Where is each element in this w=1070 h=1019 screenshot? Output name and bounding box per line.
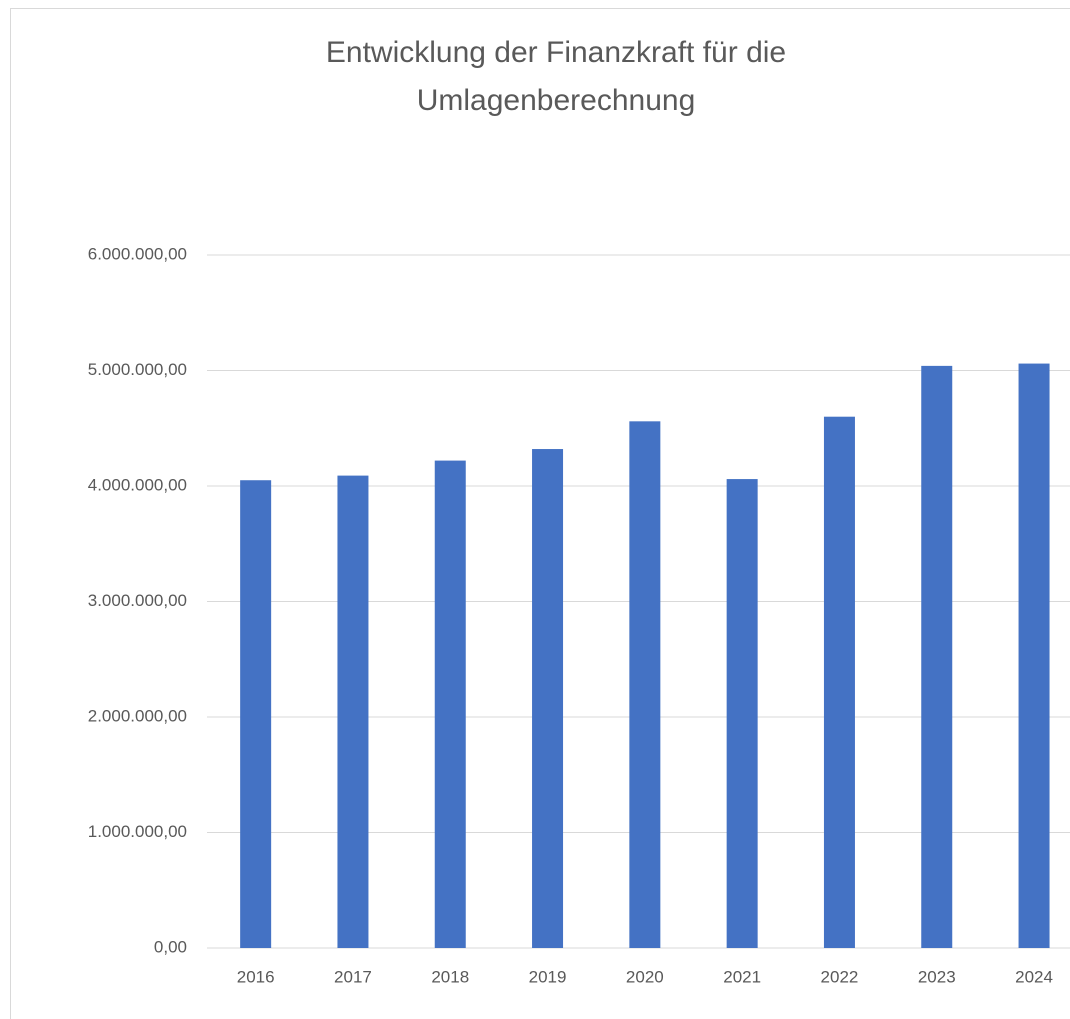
x-tick-label: 2023 [918,967,956,986]
y-tick-label: 2.000.000,00 [88,706,187,725]
bar [629,421,661,948]
bar [532,449,564,948]
bar [1018,363,1050,948]
chart-title: Umlagenberechnung [417,84,696,117]
bar [823,416,855,948]
x-tick-label: 2020 [626,967,664,986]
y-tick-label: 4.000.000,00 [88,475,187,494]
x-tick-label: 2024 [1015,967,1053,986]
bar [726,479,758,948]
x-tick-label: 2019 [529,967,567,986]
bar [921,365,953,948]
bar [434,460,466,948]
bar [337,475,369,948]
x-tick-label: 2017 [334,967,372,986]
x-tick-label: 2018 [431,967,469,986]
y-tick-label: 0,00 [154,937,187,956]
y-tick-label: 6.000.000,00 [88,244,187,263]
y-tick-label: 1.000.000,00 [88,822,187,841]
y-tick-label: 3.000.000,00 [88,591,187,610]
x-tick-label: 2022 [821,967,859,986]
y-tick-label: 5.000.000,00 [88,360,187,379]
bar [240,480,272,948]
x-tick-label: 2016 [237,967,275,986]
chart-title: Entwicklung der Finanzkraft für die [326,36,786,69]
x-tick-label: 2021 [723,967,761,986]
